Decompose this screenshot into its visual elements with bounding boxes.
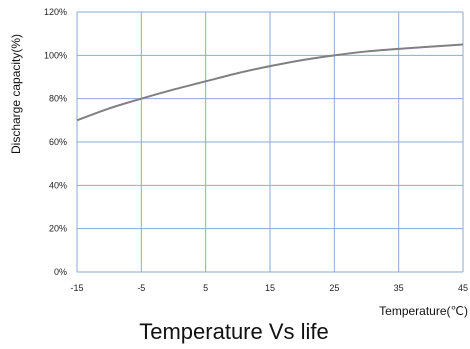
y-tick-label: 40% xyxy=(49,180,67,190)
y-tick-label: 100% xyxy=(44,50,67,60)
y-tick-label: 0% xyxy=(54,267,67,277)
x-tick-label: -15 xyxy=(70,283,83,293)
x-tick-labels: -15 -5 5 15 25 35 45 xyxy=(70,283,468,293)
gridlines xyxy=(76,11,464,273)
y-tick-labels: 0% 20% 40% 60% 80% 100% 120% xyxy=(44,7,67,277)
x-tick-label: 35 xyxy=(394,283,404,293)
chart-title: Temperature Vs life xyxy=(139,319,329,344)
x-axis-title: Temperature(℃) xyxy=(379,304,468,318)
series-line xyxy=(76,43,464,122)
y-tick-label: 80% xyxy=(49,94,67,104)
x-tick-label: 45 xyxy=(458,283,468,293)
x-tick-label: 5 xyxy=(203,283,208,293)
y-tick-label: 20% xyxy=(49,224,67,234)
y-tick-label: 120% xyxy=(44,7,67,17)
x-tick-label: 15 xyxy=(265,283,275,293)
x-tick-label: -5 xyxy=(137,283,145,293)
x-tick-label: 25 xyxy=(329,283,339,293)
y-axis-title: Discharge capacity(%) xyxy=(9,34,23,154)
y-tick-label: 60% xyxy=(49,137,67,147)
